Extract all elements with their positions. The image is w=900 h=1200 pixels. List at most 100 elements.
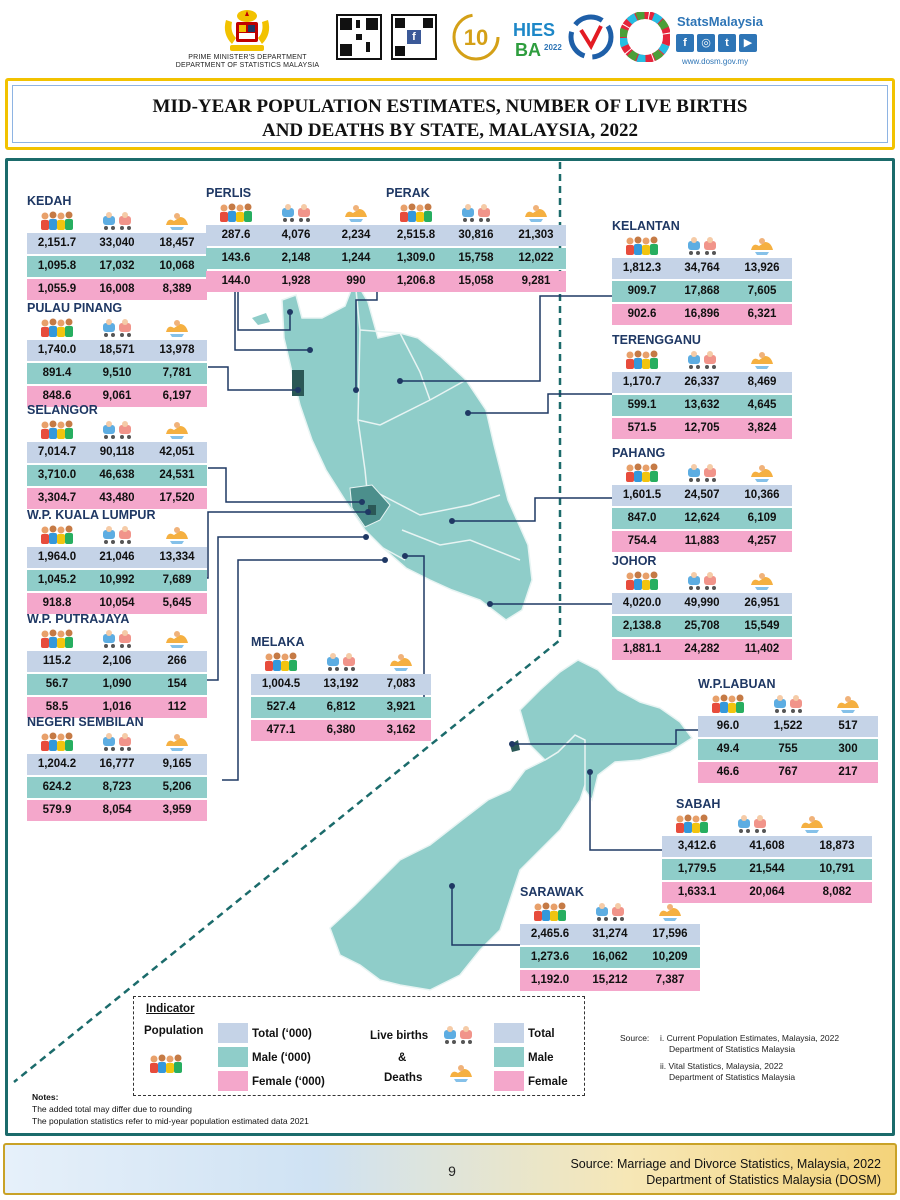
male-row: 1,309.0 15,758 12,022 <box>386 248 566 269</box>
female-row: 571.5 12,705 3,824 <box>612 418 792 439</box>
10-years-logo-icon: 10 <box>452 13 500 61</box>
state-table: 287.6 4,076 2,234 143.6 2,148 1,244 144.0 1,9… <box>206 225 386 292</box>
population-icon <box>41 525 73 544</box>
legend-bd-female: Female <box>528 1076 568 1088</box>
youtube-icon[interactable]: ▶ <box>739 34 757 52</box>
population-icon <box>676 814 708 833</box>
live-births-icon <box>596 903 624 921</box>
male-row: 624.2 8,723 5,206 <box>27 777 207 798</box>
deaths-icon <box>166 631 188 648</box>
state-kuala-lumpur: W.P. KUALA LUMPUR 1,964.0 21,046 13,334 1,… <box>27 507 207 616</box>
live-births-icon <box>103 421 131 439</box>
female-row: 1,633.1 20,064 8,082 <box>662 882 872 903</box>
total-row: 1,740.0 18,571 13,978 <box>27 340 207 361</box>
female-row: 1,192.0 15,212 7,387 <box>520 970 700 991</box>
legend-bd-male: Male <box>528 1052 554 1064</box>
state-kedah: KEDAH 2,151.7 33,040 18,457 1,095.8 17,032 1… <box>27 193 207 302</box>
state-selangor: SELANGOR 7,014.7 90,118 42,051 3,710.0 46,6… <box>27 402 207 511</box>
deaths-icon <box>450 1065 472 1082</box>
state-name: W.P. PUTRAJAYA <box>27 612 130 626</box>
male-row: 1,779.5 21,544 10,791 <box>662 859 872 880</box>
legend-pop-male: Male (‘000) <box>252 1052 311 1064</box>
state-name: SELANGOR <box>27 403 98 417</box>
labuan-shape <box>510 740 520 752</box>
legend-deaths: Deaths <box>384 1072 423 1084</box>
total-row: 4,020.0 49,990 26,951 <box>612 593 792 614</box>
total-row: 2,465.6 31,274 17,596 <box>520 924 700 945</box>
total-row: 3,412.6 41,608 18,873 <box>662 836 872 857</box>
legend-swatch-bd-female <box>494 1071 524 1091</box>
deaths-icon <box>751 352 773 369</box>
state-name: NEGERI SEMBILAN <box>27 715 144 729</box>
state-name: TERENGGANU <box>612 333 701 347</box>
female-row: 579.9 8,054 3,959 <box>27 800 207 821</box>
state-name: W.P.LABUAN <box>698 677 776 691</box>
total-row: 115.2 2,106 266 <box>27 651 207 672</box>
live-births-icon <box>444 1026 472 1044</box>
state-table: 4,020.0 49,990 26,951 2,138.8 25,708 15,549 … <box>612 593 792 660</box>
state-kelantan: KELANTAN 1,812.3 34,764 13,926 909.7 17,868… <box>612 218 792 327</box>
live-births-icon <box>462 204 490 222</box>
legend-swatch-bd-male <box>494 1047 524 1067</box>
population-icon <box>534 902 566 921</box>
legend-swatch-female <box>218 1071 248 1091</box>
legend-pop-total: Total (‘000) <box>252 1028 312 1040</box>
title-banner: MID-YEAR POPULATION ESTIMATES, NUMBER OF… <box>5 78 895 150</box>
page-number: 9 <box>448 1163 456 1179</box>
state-name: PERAK <box>386 186 430 200</box>
legend-population-label: Population <box>144 1025 204 1037</box>
live-births-icon <box>688 237 716 255</box>
deaths-icon <box>345 205 367 222</box>
social-links: f ◎ t ▶ <box>676 34 757 52</box>
female-row: 902.6 16,896 6,321 <box>612 304 792 325</box>
male-row: 847.0 12,624 6,109 <box>612 508 792 529</box>
legend-swatch-total <box>218 1023 248 1043</box>
state-table: 1,601.5 24,507 10,366 847.0 12,624 6,109 754… <box>612 485 792 552</box>
svg-text:10: 10 <box>464 25 488 50</box>
deaths-icon <box>166 734 188 751</box>
state-table: 1,740.0 18,571 13,978 891.4 9,510 7,781 848.… <box>27 340 207 407</box>
state-melaka: MELAKA 1,004.5 13,192 7,083 527.4 6,812 3,92… <box>251 634 431 743</box>
population-icon <box>400 203 432 222</box>
female-row: 1,055.9 16,008 8,389 <box>27 279 207 300</box>
instagram-icon[interactable]: ◎ <box>697 34 715 52</box>
website-link[interactable]: www.dosm.gov.my <box>682 57 749 66</box>
male-row: 56.7 1,090 154 <box>27 674 207 695</box>
statsmalaysia-brand: StatsMalaysia <box>677 14 763 29</box>
live-births-icon <box>103 319 131 337</box>
facebook-icon[interactable]: f <box>676 34 694 52</box>
deaths-icon <box>751 238 773 255</box>
state-table: 96.0 1,522 517 49.4 755 300 46.6 767 217 <box>698 716 878 783</box>
state-terengganu: TERENGGANU 1,170.7 26,337 8,469 599.1 13,63… <box>612 332 792 441</box>
legend-live-births: Live births <box>370 1030 429 1042</box>
male-row: 527.4 6,812 3,921 <box>251 697 431 718</box>
hies-logo-text: HIES <box>513 20 556 40</box>
live-births-icon <box>327 653 355 671</box>
state-table: 1,812.3 34,764 13,926 909.7 17,868 7,605 902… <box>612 258 792 325</box>
state-table: 1,964.0 21,046 13,334 1,045.2 10,992 7,689 9… <box>27 547 207 614</box>
population-icon <box>712 694 744 713</box>
state-name: PERLIS <box>206 186 252 200</box>
female-row: 144.0 1,928 990 <box>206 271 386 292</box>
state-name: MELAKA <box>251 635 305 649</box>
female-row: 1,881.1 24,282 11,402 <box>612 639 792 660</box>
live-births-icon <box>688 351 716 369</box>
state-perlis: PERLIS 287.6 4,076 2,234 143.6 2,148 1,244 1… <box>206 185 386 294</box>
state-pahang: PAHANG 1,601.5 24,507 10,366 847.0 12,624 6,… <box>612 445 792 554</box>
state-table: 1,170.7 26,337 8,469 599.1 13,632 4,645 571.… <box>612 372 792 439</box>
twitter-icon[interactable]: t <box>718 34 736 52</box>
state-name: JOHOR <box>612 554 657 568</box>
legend: Indicator Population Total (‘000) Male (… <box>133 996 585 1096</box>
deaths-icon <box>166 527 188 544</box>
deaths-icon <box>751 465 773 482</box>
deaths-icon <box>659 904 681 921</box>
male-row: 49.4 755 300 <box>698 739 878 760</box>
total-row: 1,601.5 24,507 10,366 <box>612 485 792 506</box>
population-icon <box>626 463 658 482</box>
female-row: 754.4 11,883 4,257 <box>612 531 792 552</box>
deaths-icon <box>166 213 188 230</box>
male-row: 2,138.8 25,708 15,549 <box>612 616 792 637</box>
sdg-wheel-icon <box>620 12 670 62</box>
female-row: 58.5 1,016 112 <box>27 697 207 718</box>
